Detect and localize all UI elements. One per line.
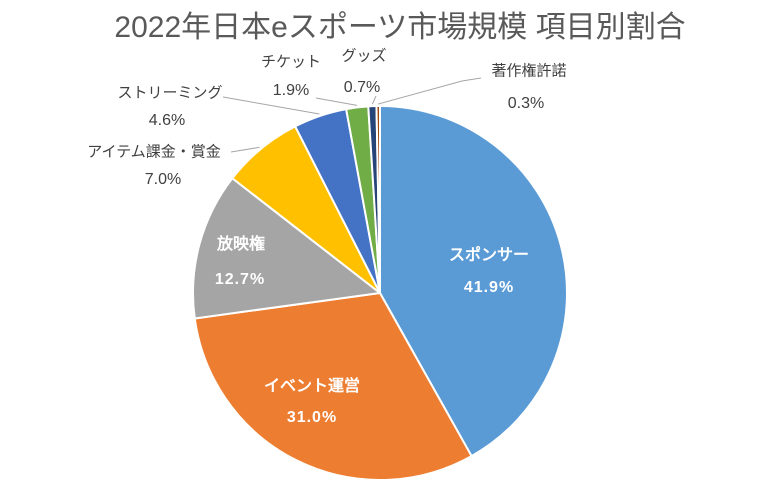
pie-slice-copyright-licensing <box>375 104 381 294</box>
slice-label-streaming: ストリーミング <box>117 84 223 102</box>
slice-label-event-operation: イベント運営 <box>263 378 361 395</box>
slice-pct-copyright-licensing: 0.3% <box>507 95 545 112</box>
leader-line-item-charges-prize-money <box>230 146 260 153</box>
leader-line-copyright-licensing <box>378 77 482 105</box>
slice-pct-item-charges-prize-money: 7.0% <box>144 171 182 188</box>
pie-slice-sponsor <box>379 105 568 458</box>
leader-line-goods <box>371 95 377 105</box>
leader-line-tickets <box>315 97 357 106</box>
slice-pct-broadcasting-rights: 12.7% <box>214 271 266 288</box>
pie-slice-broadcasting-rights <box>192 177 381 320</box>
pie-slice-event-operation <box>193 292 473 481</box>
slice-label-item-charges-prize-money: アイテム課金・賞金 <box>87 143 221 161</box>
chart-title: 2022年日本eスポーツ市場規模 項目別割合 <box>114 11 686 44</box>
slice-label-sponsor: スポンサー <box>448 247 530 264</box>
slice-label-broadcasting-rights: 放映権 <box>216 236 266 253</box>
slice-pct-goods: 0.7% <box>343 79 381 96</box>
slice-pct-tickets: 1.9% <box>272 82 310 99</box>
slice-pct-event-operation: 31.0% <box>286 409 338 426</box>
slice-label-tickets: チケット <box>260 53 322 71</box>
slice-label-copyright-licensing: 著作権許諾 <box>491 62 567 80</box>
slice-pct-sponsor: 41.9% <box>463 279 515 296</box>
slice-label-goods: グッズ <box>341 47 387 65</box>
slice-pct-streaming: 4.6% <box>148 112 186 129</box>
leader-line-streaming <box>222 96 320 115</box>
